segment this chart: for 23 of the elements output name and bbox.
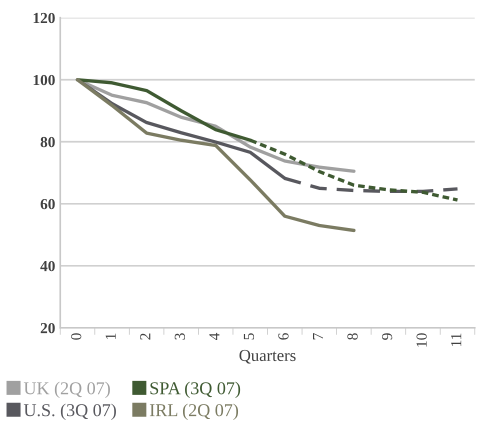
x-tick-label: 5 bbox=[244, 333, 254, 340]
y-tick-label: 40 bbox=[40, 260, 55, 272]
x-tick-label: 7 bbox=[312, 333, 323, 340]
legend-label: UK (2Q 07) bbox=[24, 382, 110, 398]
y-tick-label: 100 bbox=[34, 74, 55, 86]
x-tick-label: 11 bbox=[451, 334, 462, 346]
y-tick-label: 80 bbox=[40, 136, 55, 148]
x-tick-label: 8 bbox=[347, 333, 358, 340]
x-tick-label: 3 bbox=[174, 333, 185, 340]
x-axis-title: Quarters bbox=[240, 350, 296, 364]
x-tick-label: 2 bbox=[140, 334, 150, 340]
legend-label: U.S. (3Q 07) bbox=[24, 404, 116, 420]
x-tick-label: 10 bbox=[416, 333, 427, 347]
legend-label: IRL (2Q 07) bbox=[150, 404, 238, 420]
legend-label: SPA (3Q 07) bbox=[150, 382, 240, 398]
x-tick-label: 9 bbox=[382, 333, 392, 340]
x-tick-label: 6 bbox=[278, 333, 289, 340]
x-tick-label: 1 bbox=[106, 334, 116, 339]
y-tick-label: 120 bbox=[34, 12, 55, 24]
x-tick-label: 0 bbox=[71, 333, 82, 340]
x-tick-label: 4 bbox=[209, 332, 220, 340]
y-tick-label: 20 bbox=[40, 322, 55, 334]
y-tick-label: 60 bbox=[40, 198, 55, 210]
